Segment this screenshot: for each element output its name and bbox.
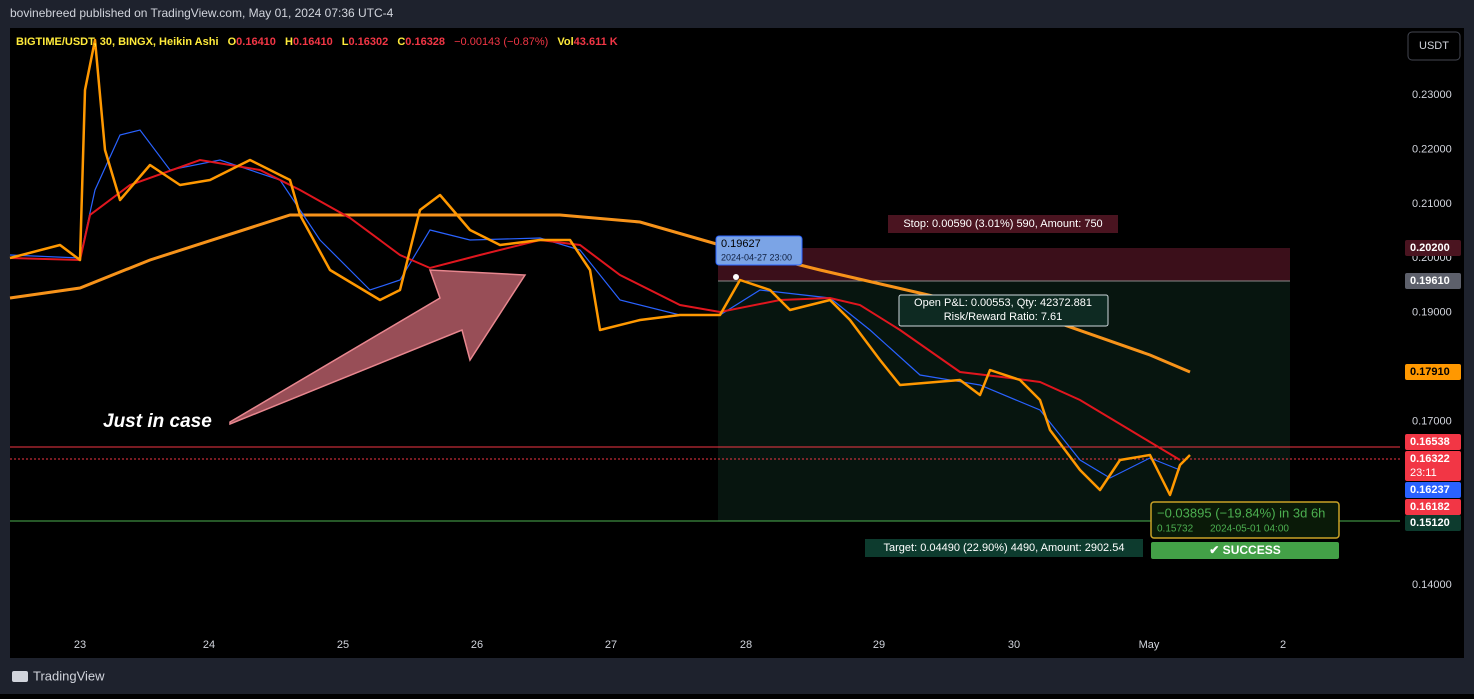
rr-label: Risk/Reward Ratio: 7.61 [944, 311, 1063, 323]
price-tag-label: 0.16538 [1410, 436, 1450, 448]
legend-change: −0.00143 (−0.87%) [454, 36, 548, 48]
price-tag-label: 0.19610 [1410, 275, 1450, 287]
price-candles [9, 38, 1191, 497]
legend-symbol: BIGTIME/USDT, 30, BINGX, Heikin Ashi [16, 36, 219, 48]
price-tick-label: 0.21000 [1412, 198, 1452, 210]
legend-vol: Vol [557, 36, 573, 48]
price-axis-pane [1400, 28, 1464, 658]
currency-button[interactable] [1407, 31, 1461, 61]
legend-l: L [342, 36, 349, 48]
legend: BIGTIME/USDT, 30, BINGX, Heikin Ashi O0.… [16, 36, 618, 48]
currency-label[interactable]: USDT [1419, 40, 1449, 52]
price-tag-label: 0.20200 [1410, 242, 1450, 254]
price-tag-label: 0.16237 [1410, 484, 1450, 496]
stop-zone [718, 248, 1290, 281]
legend-open: 0.16410 [236, 36, 276, 48]
time-tick-label: 24 [203, 639, 215, 651]
move-box [1150, 501, 1340, 539]
legend-c: C [397, 36, 405, 48]
move-price: 0.15732 [1157, 524, 1194, 535]
price-tag-label: 0.16322 [1410, 453, 1450, 465]
entry-time: 2024-04-27 23:00 [721, 252, 792, 262]
price-tag [1405, 434, 1461, 450]
footer-logo [12, 671, 28, 682]
move-label: −0.03895 (−19.84%) in 3d 6h [1157, 505, 1325, 520]
legend-h: H [285, 36, 293, 48]
time-tick-label: 27 [605, 639, 617, 651]
price-tag [1405, 364, 1461, 380]
price-tag [1405, 451, 1461, 481]
pnl-box [898, 294, 1109, 327]
target-label-box [865, 539, 1143, 557]
pnl-label: Open P&L: 0.00553, Qty: 42372.881 [914, 297, 1092, 309]
price-tag-label: 0.15120 [1410, 517, 1450, 529]
legend-volume: 43.611 K [574, 36, 618, 48]
ma-mid [9, 158, 1181, 461]
legend-high: 0.16410 [293, 36, 333, 48]
time-tick-label: 25 [337, 639, 349, 651]
price-tick-label: 0.14000 [1412, 579, 1452, 591]
stop-label-box [888, 215, 1118, 233]
target-label: Target: 0.04490 (22.90%) 4490, Amount: 2… [884, 542, 1125, 554]
arrow-annotation [229, 269, 527, 426]
entry-price: 0.19627 [721, 238, 761, 250]
success-badge [1151, 542, 1339, 559]
price-tags: 0.20200 0.19610 0.17910 0.16538 0.16322 23:11… [1405, 240, 1461, 531]
price-tick-label: 0.22000 [1412, 143, 1452, 155]
price-tag-label: 0.16182 [1410, 501, 1450, 513]
legend-o: O [228, 36, 237, 48]
time-tick-label: 30 [1008, 639, 1020, 651]
price-tag-label: 0.17910 [1410, 366, 1450, 378]
legend-close: 0.16328 [405, 36, 445, 48]
price-tick-label: 0.23000 [1412, 89, 1452, 101]
stop-label: Stop: 0.00590 (3.01%) 590, Amount: 750 [903, 218, 1102, 230]
time-tick-label: 26 [471, 639, 483, 651]
note-text: Just in case [103, 411, 212, 432]
published-line: bovinebreed published on TradingView.com… [10, 6, 394, 20]
price-tick-label: 0.17000 [1412, 416, 1452, 428]
legend-low: 0.16302 [349, 36, 389, 48]
price-tag [1405, 482, 1461, 498]
time-tick-label: 28 [740, 639, 752, 651]
ma-fast [9, 129, 1181, 479]
axes: 0.230000.220000.210000.200000.190000.170… [74, 89, 1452, 651]
time-tick-label: 2 [1280, 639, 1286, 651]
price-tag-countdown: 23:11 [1410, 467, 1437, 479]
price-tag [1405, 499, 1461, 515]
price-tag [1405, 273, 1461, 289]
footer-brand: TradingView [33, 668, 105, 683]
entry-callout [715, 235, 803, 266]
time-tick-label: May [1139, 639, 1160, 651]
price-tag [1405, 240, 1461, 256]
success-label: ✔ SUCCESS [1209, 543, 1280, 557]
entry-point [733, 274, 739, 280]
time-tick-label: 29 [873, 639, 885, 651]
time-tick-label: 23 [74, 639, 86, 651]
move-time: 2024-05-01 04:00 [1210, 524, 1289, 535]
price-tag [1405, 515, 1461, 531]
price-tick-label: 0.19000 [1412, 307, 1452, 319]
